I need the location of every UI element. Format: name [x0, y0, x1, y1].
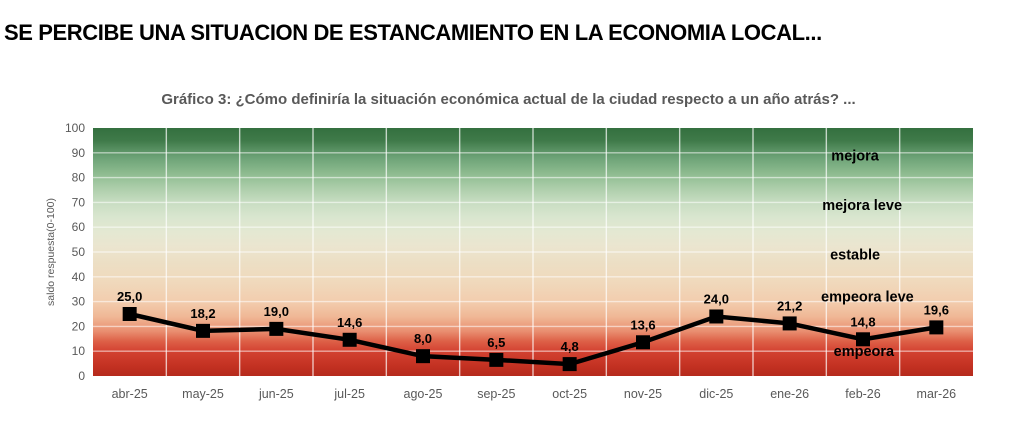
- svg-text:18,2: 18,2: [190, 306, 215, 321]
- svg-text:100: 100: [65, 121, 85, 135]
- svg-text:60: 60: [72, 220, 86, 234]
- svg-text:20: 20: [72, 319, 86, 333]
- svg-text:sep-25: sep-25: [477, 387, 515, 401]
- svg-text:ene-26: ene-26: [770, 387, 809, 401]
- chart-title: Gráfico 3: ¿Cómo definiría la situación …: [161, 91, 856, 108]
- svg-text:4,8: 4,8: [561, 339, 579, 354]
- svg-text:40: 40: [72, 270, 86, 284]
- svg-text:14,8: 14,8: [850, 314, 875, 329]
- svg-text:oct-25: oct-25: [552, 387, 587, 401]
- svg-text:25,0: 25,0: [117, 289, 142, 304]
- svg-text:mejora: mejora: [831, 148, 879, 164]
- svg-text:13,6: 13,6: [630, 317, 655, 332]
- svg-text:mejora leve: mejora leve: [822, 198, 902, 214]
- page-title: SE PERCIBE UNA SITUACION DE ESTANCAMIENT…: [4, 20, 822, 45]
- svg-text:jul-25: jul-25: [333, 387, 365, 401]
- svg-text:6,5: 6,5: [487, 335, 505, 350]
- svg-text:19,0: 19,0: [264, 304, 289, 319]
- svg-text:dic-25: dic-25: [699, 387, 733, 401]
- svg-text:19,6: 19,6: [924, 302, 949, 317]
- svg-text:90: 90: [72, 146, 86, 160]
- svg-text:estable: estable: [830, 247, 880, 263]
- svg-text:21,2: 21,2: [777, 298, 802, 313]
- svg-text:ago-25: ago-25: [404, 387, 443, 401]
- svg-text:14,6: 14,6: [337, 315, 362, 330]
- svg-text:24,0: 24,0: [704, 291, 729, 306]
- svg-text:may-25: may-25: [182, 387, 224, 401]
- svg-text:80: 80: [72, 171, 86, 185]
- svg-text:70: 70: [72, 195, 86, 209]
- svg-text:30: 30: [72, 295, 86, 309]
- svg-text:nov-25: nov-25: [624, 387, 662, 401]
- line-chart: 0 10 20 30 40 50 60 70 80 90 100 saldo respuesta(0-…: [45, 121, 973, 401]
- chart-area: 0 10 20 30 40 50 60 70 80 90 100 saldo respuesta(0-…: [0, 113, 1017, 422]
- svg-text:mar-26: mar-26: [917, 387, 957, 401]
- svg-text:8,0: 8,0: [414, 331, 432, 346]
- svg-text:empeora: empeora: [834, 344, 895, 360]
- svg-text:jun-25: jun-25: [258, 387, 294, 401]
- svg-text:10: 10: [72, 344, 86, 358]
- svg-text:feb-26: feb-26: [845, 387, 880, 401]
- svg-text:saldo respuesta(0-100): saldo respuesta(0-100): [45, 198, 57, 306]
- svg-text:50: 50: [72, 245, 86, 259]
- svg-text:abr-25: abr-25: [112, 387, 148, 401]
- svg-text:0: 0: [78, 369, 85, 383]
- svg-text:empeora leve: empeora leve: [821, 290, 914, 306]
